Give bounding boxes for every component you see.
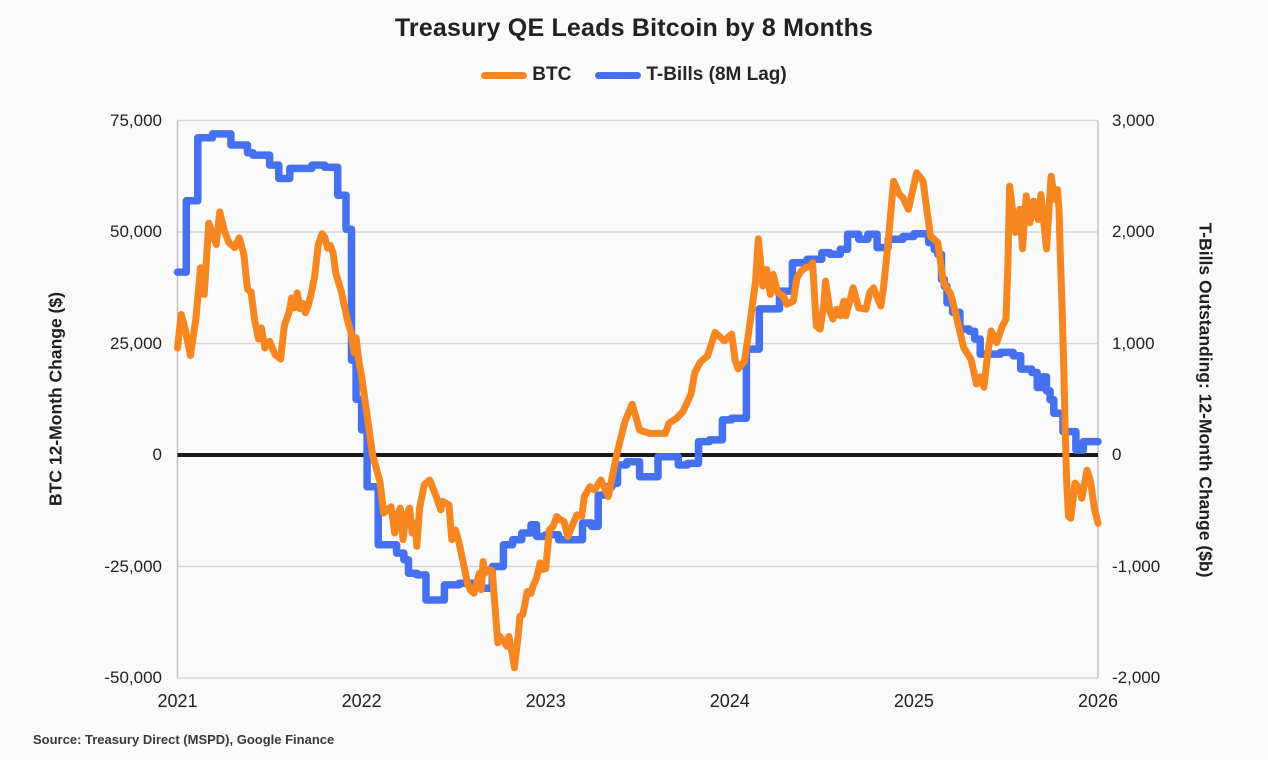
- btc-line-swatch: [481, 71, 528, 79]
- y-left-tick-label: -25,000: [104, 556, 162, 576]
- x-tick-label: 2024: [709, 691, 750, 711]
- y-right-tick-label: -2,000: [1112, 668, 1161, 687]
- chart-legend: BTC T-Bills (8M Lag): [0, 62, 1268, 88]
- legend-item-tbills[interactable]: T-Bills (8M Lag): [595, 64, 787, 86]
- y-left-tick-label: 25,000: [110, 333, 162, 353]
- chart-title: Treasury QE Leads Bitcoin by 8 Months: [394, 14, 874, 42]
- right-axis-title: T-Bills Outstanding: 12-Month Change ($b…: [1195, 222, 1216, 578]
- left-axis-title: BTC 12-Month Change ($): [45, 292, 66, 506]
- x-tick-label: 2026: [1077, 691, 1119, 711]
- y-right-tick-label: 3,000: [1112, 110, 1155, 130]
- y-left-tick-label: 50,000: [110, 222, 162, 241]
- tbills-line-series: [173, 130, 1102, 604]
- btc-line-series: [174, 169, 1102, 672]
- legend-item-btc[interactable]: BTC: [481, 64, 571, 86]
- legend-label-tbills: T-Bills (8M Lag): [646, 64, 787, 85]
- tbills-line-swatch: [595, 71, 642, 79]
- y-left-tick-label: 0: [152, 445, 162, 464]
- x-tick-label: 2023: [525, 691, 566, 711]
- legend-label-btc: BTC: [532, 64, 572, 85]
- x-tick-label: 2022: [341, 691, 382, 711]
- source-note: Source: Treasury Direct (MSPD), Google F…: [33, 732, 335, 747]
- x-tick-label: 2021: [157, 691, 198, 711]
- x-tick-label: 2025: [893, 691, 934, 711]
- y-right-tick-label: 1,000: [1112, 333, 1155, 353]
- y-right-tick-label: -1,000: [1112, 556, 1161, 576]
- y-left-tick-label: 75,000: [110, 110, 162, 130]
- y-right-tick-label: 2,000: [1112, 222, 1155, 241]
- y-right-tick-label: 0: [1112, 445, 1122, 464]
- y-left-tick-label: -50,000: [104, 668, 162, 687]
